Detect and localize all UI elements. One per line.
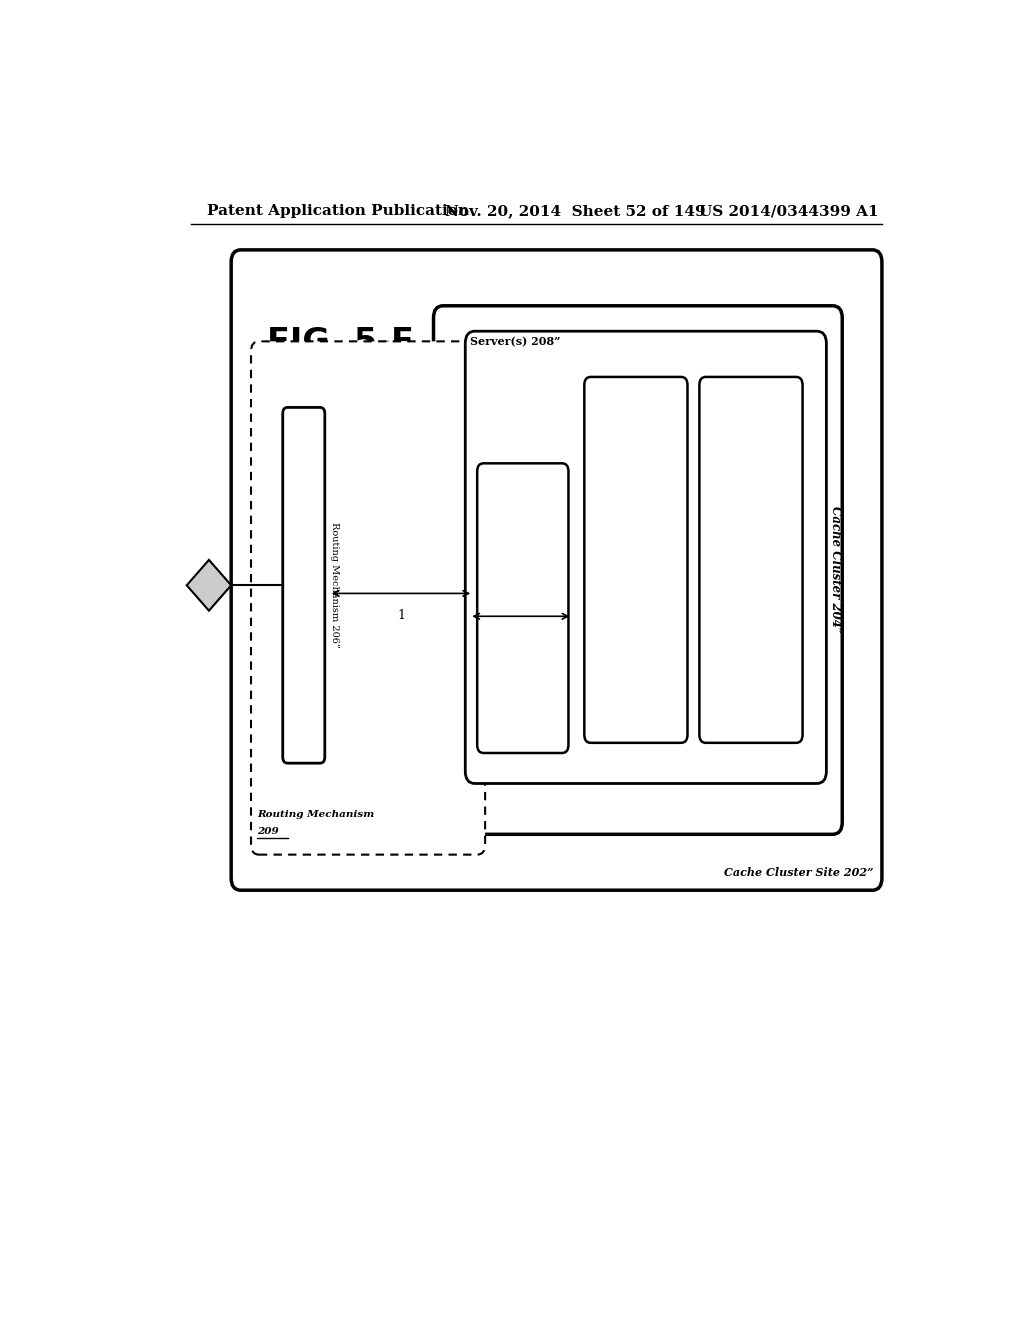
FancyBboxPatch shape (433, 306, 842, 834)
Text: Nov. 20, 2014  Sheet 52 of 149: Nov. 20, 2014 Sheet 52 of 149 (445, 205, 707, 218)
Polygon shape (186, 560, 231, 611)
FancyBboxPatch shape (283, 408, 325, 763)
Text: 214”: 214” (737, 586, 765, 595)
Text: Caching: Caching (612, 525, 659, 533)
FancyBboxPatch shape (251, 342, 485, 854)
Text: Cache Cluster 204”: Cache Cluster 204” (829, 507, 843, 634)
Text: 212”: 212” (622, 586, 650, 595)
Text: Patent Application Publication: Patent Application Publication (207, 205, 469, 218)
Text: Streaming: Streaming (721, 525, 781, 533)
FancyBboxPatch shape (477, 463, 568, 752)
Text: Cache Cluster Site 202”: Cache Cluster Site 202” (725, 867, 873, 878)
FancyBboxPatch shape (699, 378, 803, 743)
FancyBboxPatch shape (231, 249, 882, 890)
Text: 1: 1 (517, 632, 525, 645)
Text: Routing: Routing (500, 573, 546, 582)
Text: 209: 209 (257, 828, 280, 837)
Text: 210”: 210” (509, 634, 537, 643)
Text: Server(s): Server(s) (724, 556, 777, 565)
Text: US 2014/0344399 A1: US 2014/0344399 A1 (699, 205, 879, 218)
Text: Routing Mechanism 206”: Routing Mechanism 206” (330, 523, 339, 648)
Text: FIG. 5-E: FIG. 5-E (267, 326, 414, 359)
Text: Server(s): Server(s) (609, 556, 663, 565)
Text: Mechanism: Mechanism (489, 603, 556, 612)
Text: Server(s) 208”: Server(s) 208” (470, 337, 560, 347)
FancyBboxPatch shape (585, 378, 687, 743)
FancyBboxPatch shape (465, 331, 826, 784)
Text: Routing Mechanism: Routing Mechanism (257, 810, 375, 818)
Text: 1: 1 (397, 610, 406, 622)
